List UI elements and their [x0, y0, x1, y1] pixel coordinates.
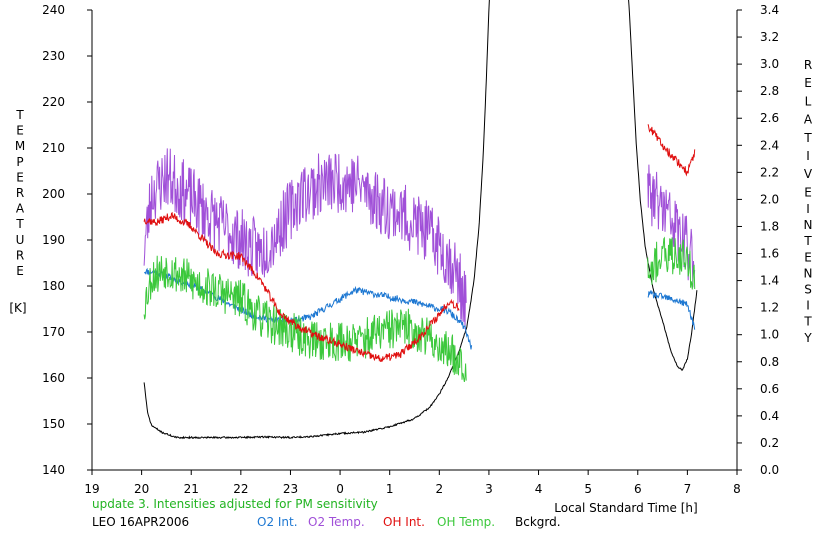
right-title-letter: A [804, 113, 813, 127]
series-line-bckgrd-0 [143, 0, 490, 440]
series-line-oh_int-1 [647, 124, 696, 177]
right-title-letter: T [803, 234, 812, 248]
x-tick-label: 23 [283, 482, 298, 496]
right-tick-label: 2.6 [760, 111, 779, 125]
series-line-bckgrd-1 [628, 0, 698, 372]
right-tick-label: 2.2 [760, 165, 779, 179]
left-title-letter: M [15, 139, 25, 153]
series-line-oh_temp-1 [647, 236, 696, 290]
right-tick-label: 0.6 [760, 382, 779, 396]
series-line-o2_temp-1 [647, 164, 696, 288]
right-tick-label: 2.8 [760, 84, 779, 98]
x-axis-title: Local Standard Time [h] [554, 501, 697, 515]
x-tick-label: 1 [386, 482, 394, 496]
right-title-letter: L [805, 94, 812, 108]
left-tick-label: 170 [42, 325, 65, 339]
right-tick-label: 2.4 [760, 138, 779, 152]
right-tick-label: 1.0 [760, 328, 779, 342]
legend-bckgrd: Bckgrd. [515, 515, 561, 529]
right-title-letter: I [806, 149, 810, 163]
x-tick-label: 7 [684, 482, 692, 496]
right-title-letter: N [804, 266, 813, 280]
legend-oh-temp: OH Temp. [437, 515, 495, 529]
right-title-letter: T [803, 131, 812, 145]
x-tick-label: 0 [336, 482, 344, 496]
plot-frame-layer [91, 10, 738, 471]
left-tick-label: 210 [42, 141, 65, 155]
right-tick-label: 1.2 [760, 301, 779, 315]
x-tick-label: 8 [733, 482, 741, 496]
right-tick-label: 3.2 [760, 30, 779, 44]
right-tick-label: 2.0 [760, 192, 779, 206]
x-tick-label: 6 [634, 482, 642, 496]
series-line-oh_int-0 [143, 211, 460, 362]
left-title-letter: A [16, 202, 25, 216]
x-tick-label: 20 [134, 482, 149, 496]
right-title-letter: R [804, 58, 812, 72]
legend-o2-temp: O2 Temp. [308, 515, 365, 529]
right-title-letter: V [804, 167, 813, 181]
left-title-letter: R [16, 248, 24, 262]
right-title-letter: E [804, 185, 812, 199]
x-tick-label: 2 [435, 482, 443, 496]
right-tick-label: 0.0 [760, 463, 779, 477]
x-tick-label: 21 [184, 482, 199, 496]
right-title-letter: N [804, 218, 813, 232]
left-axis-unit: [K] [9, 301, 26, 315]
left-title-letter: E [16, 124, 24, 138]
right-tick-label: 1.4 [760, 274, 779, 288]
left-title-letter: U [16, 233, 25, 247]
right-title-letter: S [804, 283, 812, 297]
right-title-letter: Y [803, 331, 812, 345]
x-tick-label: 19 [84, 482, 99, 496]
right-title-letter: E [804, 250, 812, 264]
tick-layer: 19 20 21 22 23 0 1 2 3 4 5 6 7 8140150160170180190200… [42, 3, 779, 496]
x-tick-label: 5 [584, 482, 592, 496]
left-tick-label: 230 [42, 49, 65, 63]
right-tick-label: 3.0 [760, 57, 779, 71]
right-tick-label: 1.6 [760, 247, 779, 261]
right-title-letter: I [806, 299, 810, 313]
station-label: LEO 16APR2006 [92, 515, 189, 529]
x-tick-label: 3 [485, 482, 493, 496]
series-line-o2_int-1 [647, 289, 696, 330]
right-tick-label: 0.4 [760, 409, 779, 423]
left-tick-label: 220 [42, 95, 65, 109]
right-title-letter: I [806, 202, 810, 216]
left-title-letter: R [16, 186, 24, 200]
right-tick-label: 1.8 [760, 219, 779, 233]
left-tick-label: 200 [42, 187, 65, 201]
left-tick-label: 240 [42, 3, 65, 17]
legend-oh-int: OH Int. [383, 515, 425, 529]
right-tick-label: 0.8 [760, 355, 779, 369]
left-tick-label: 160 [42, 371, 65, 385]
left-title-letter: T [15, 217, 24, 231]
annotation-text: update 3. Intensities adjusted for PM se… [92, 497, 378, 511]
right-tick-label: 0.2 [760, 436, 779, 450]
x-tick-label: 4 [535, 482, 543, 496]
legend-o2-int: O2 Int. [257, 515, 298, 529]
right-title-letter: E [804, 76, 812, 90]
left-tick-label: 180 [42, 279, 65, 293]
right-title-letter: T [803, 315, 812, 329]
left-title-letter: E [16, 170, 24, 184]
series-line-o2_temp-0 [143, 148, 467, 330]
left-tick-label: 150 [42, 417, 65, 431]
right-tick-label: 3.4 [760, 3, 779, 17]
left-title-letter: T [15, 108, 24, 122]
left-tick-label: 140 [42, 463, 65, 477]
series-layer [143, 0, 698, 440]
left-tick-label: 190 [42, 233, 65, 247]
left-title-letter: E [16, 264, 24, 278]
x-tick-label: 22 [233, 482, 248, 496]
left-title-letter: P [16, 155, 23, 169]
